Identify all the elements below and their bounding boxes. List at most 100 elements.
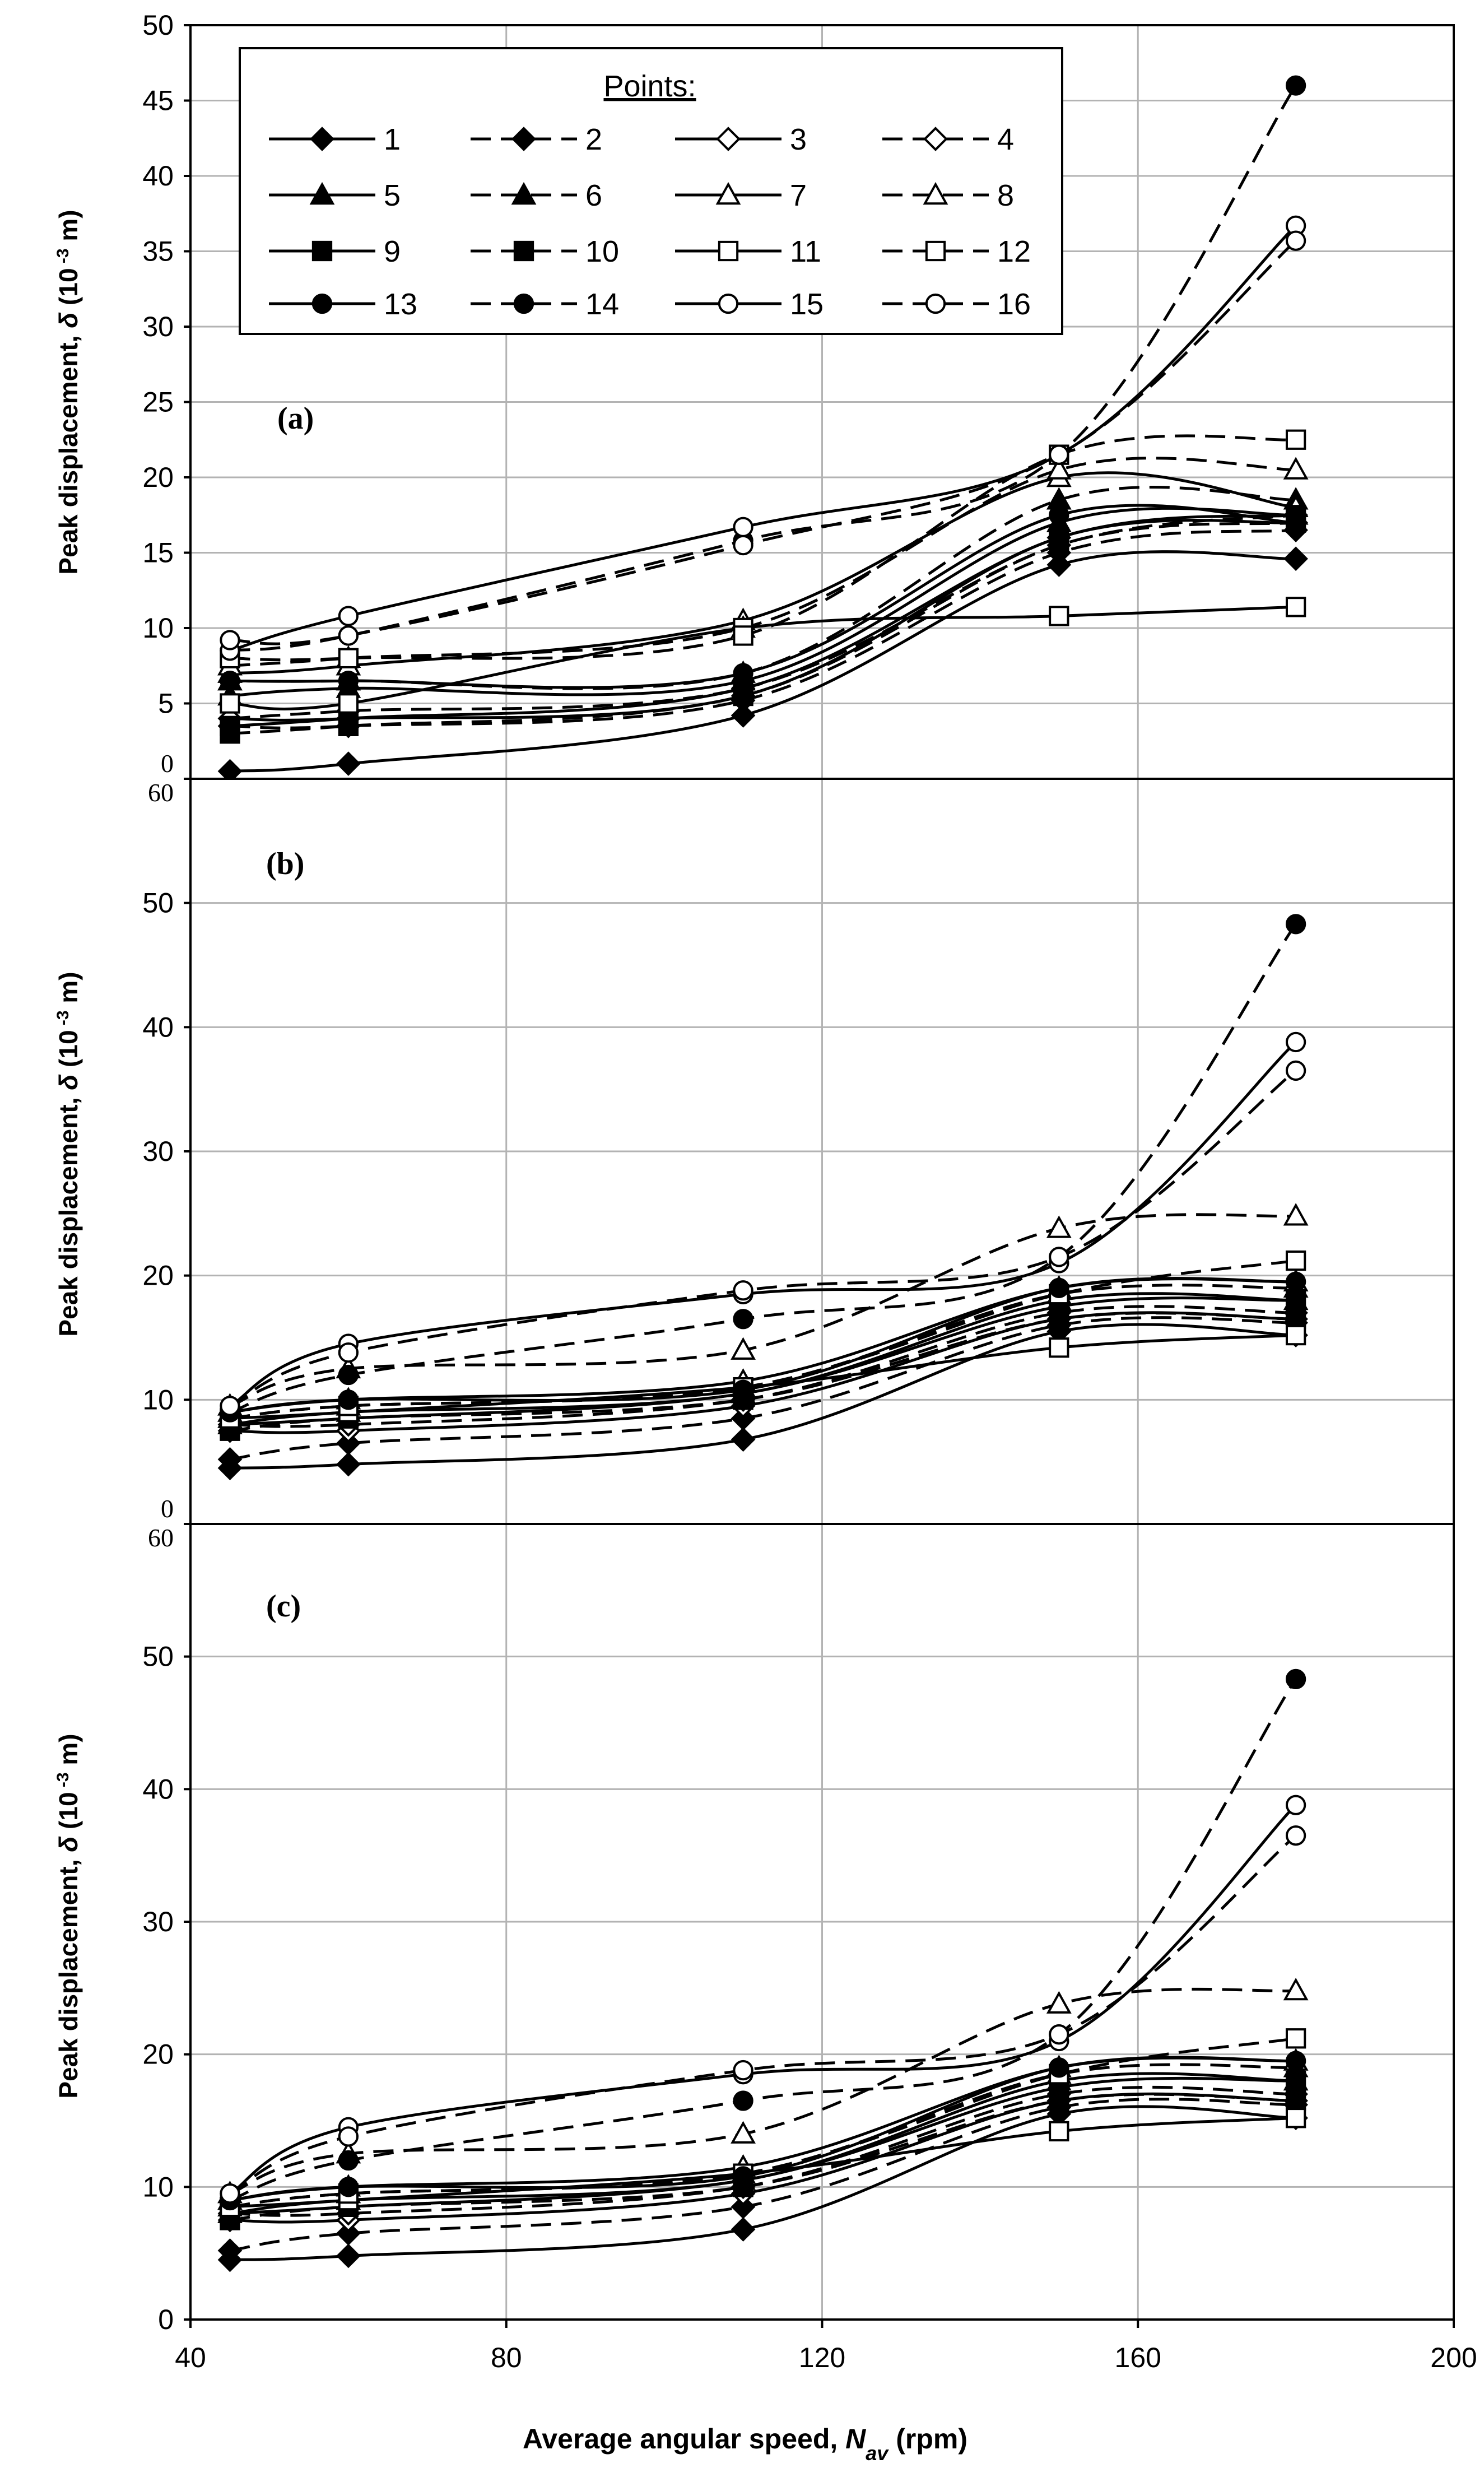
x-tick-label: 40 [175, 2342, 206, 2373]
data-point [1049, 2121, 1069, 2142]
legend-label: 11 [790, 235, 821, 268]
data-point [1285, 1324, 1306, 1346]
data-point [338, 2150, 359, 2171]
data-point [217, 1447, 243, 1472]
panel-b: 0 10 20 30 40 50 60 (b) [142, 778, 1455, 1525]
data-point [220, 693, 240, 714]
data-point [1285, 1060, 1306, 1081]
series-line-15 [229, 1041, 1297, 1407]
legend-item-16: 16 [882, 287, 1031, 321]
legend-marker [923, 182, 948, 205]
data-point [733, 2090, 753, 2111]
legend-item-13: 13 [269, 287, 417, 321]
data-point [1049, 505, 1069, 526]
legend-marker [925, 240, 946, 262]
y-tick-label: 40 [142, 1773, 174, 1805]
data-point [733, 2060, 753, 2081]
data-point [1049, 2024, 1069, 2045]
legend-title: Points: [603, 69, 696, 103]
legend-item-5: 5 [269, 179, 401, 212]
x-tick-label: 200 [1430, 2342, 1477, 2373]
legend-label: 5 [384, 179, 401, 212]
series-line-2 [230, 2098, 1296, 2252]
legend-item-3: 3 [675, 123, 807, 156]
y-tick-label: 30 [142, 1906, 174, 1937]
y-tick-label: 50 [142, 1641, 174, 1672]
y-tick-label: 60 [148, 778, 174, 807]
y-tick-label: 10 [142, 1384, 174, 1415]
data-point [1285, 75, 1306, 96]
legend-label: 9 [384, 235, 401, 268]
data-point [1285, 1250, 1306, 1271]
data-point [1049, 1337, 1069, 1358]
series-line-2 [230, 528, 1296, 729]
legend-label: 8 [997, 179, 1014, 212]
series-13 [220, 504, 1306, 691]
legend-item-10: 10 [471, 235, 619, 268]
data-point [338, 671, 359, 691]
data-point [1285, 2051, 1306, 2071]
legend-item-7: 7 [675, 179, 807, 212]
data-point [338, 1364, 359, 1386]
data-point [1285, 2108, 1306, 2128]
data-point [1049, 1277, 1069, 1298]
data-point [338, 625, 359, 646]
y-axis-label-a: Peak displacement, δ (10 -3 m) [54, 210, 83, 574]
data-point [733, 663, 753, 684]
data-point [1285, 1795, 1306, 1815]
data-point [731, 1427, 756, 1452]
data-point [733, 517, 753, 537]
data-point [1283, 1203, 1309, 1226]
y-tick-label: 60 [148, 1523, 174, 1552]
y-tick-label: 40 [142, 160, 174, 192]
data-point [1049, 534, 1069, 556]
data-point [1046, 1215, 1072, 1238]
legend-marker [311, 240, 333, 262]
data-point [1285, 2090, 1306, 2111]
data-point [338, 2177, 359, 2197]
data-point [338, 606, 359, 626]
series-16 [220, 1825, 1306, 2204]
data-point [1046, 457, 1072, 480]
legend-label: 10 [585, 235, 619, 268]
legend-marker [511, 182, 537, 205]
series-line-10 [230, 1312, 1296, 1433]
data-point [1049, 1247, 1069, 1267]
data-point [1283, 457, 1309, 480]
data-point [338, 693, 359, 714]
legend-label: 13 [384, 287, 417, 321]
legend-marker [513, 293, 534, 314]
data-point [338, 715, 359, 736]
legend-marker [311, 293, 333, 314]
legend-marker [923, 127, 948, 151]
series-line-10 [230, 521, 1296, 735]
y-tick-label: 0 [158, 2304, 174, 2335]
panel-tag: (b) [266, 847, 304, 881]
y-tick-label: 45 [142, 85, 174, 117]
legend-item-15: 15 [675, 287, 824, 321]
y-tick-label: 0 [161, 749, 174, 778]
series-line-15 [229, 1804, 1297, 2195]
legend-item-11: 11 [675, 235, 821, 268]
data-point [338, 648, 359, 668]
legend-marker [925, 293, 946, 314]
legend-item-2: 2 [471, 123, 602, 156]
y-tick-label: 35 [142, 236, 174, 267]
data-point [731, 2121, 756, 2144]
data-point [1285, 914, 1306, 935]
data-point [220, 671, 240, 691]
series-line-10 [230, 2093, 1296, 2221]
y-tick-label: 10 [142, 2171, 174, 2202]
legend-label: 12 [997, 235, 1031, 268]
legend-marker [511, 127, 536, 151]
data-point [338, 1342, 359, 1363]
data-point [220, 1396, 240, 1416]
data-point [733, 2166, 753, 2187]
data-point [217, 2238, 243, 2263]
data-point [220, 2183, 240, 2204]
data-point [733, 1309, 753, 1330]
legend-marker [715, 182, 741, 205]
data-point [1285, 2070, 1306, 2091]
x-tick-label: 80 [491, 2342, 522, 2373]
